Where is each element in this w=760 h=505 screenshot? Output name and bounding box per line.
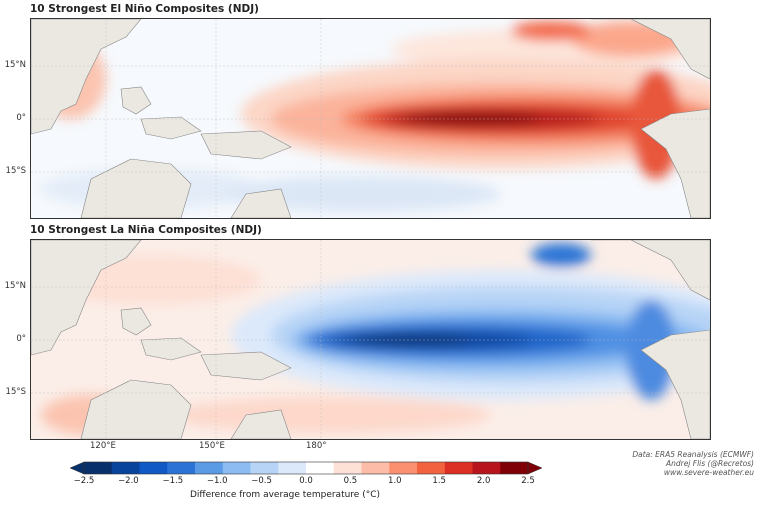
colorbar-cell xyxy=(389,462,418,474)
lat-label-15s: 15°S xyxy=(5,166,26,176)
colorbar-cell xyxy=(139,462,168,474)
lon-label-150e: 150°E xyxy=(199,441,225,451)
lat-label-eq: 0° xyxy=(16,113,26,123)
colorbar-cell xyxy=(361,462,390,474)
lat-label-15n-2: 15°N xyxy=(4,281,26,291)
colorbar-cell xyxy=(500,462,529,474)
colorbar-tick-label: 2.5 xyxy=(521,476,535,486)
colorbar-tick-label: 2.0 xyxy=(476,476,491,486)
colorbar-tick-label: −2.0 xyxy=(118,476,139,486)
colorbar-cell xyxy=(306,462,335,474)
colorbar-cell xyxy=(111,462,140,474)
lon-label-180: 180° xyxy=(306,441,327,451)
colorbar-tick-label: −0.5 xyxy=(251,476,272,486)
colorbar-cell xyxy=(333,462,362,474)
colorbar-arrow-min xyxy=(70,461,85,475)
colorbar-tick-label: 1.0 xyxy=(388,476,402,486)
colorbar-cell xyxy=(195,462,224,474)
colorbar-tick-label: 0.5 xyxy=(343,476,358,486)
colorbar-tick-label: −1.5 xyxy=(162,476,184,486)
la-nina-map xyxy=(30,239,711,440)
el-nino-map xyxy=(30,18,711,219)
la-nina-panel-title: 10 Strongest La Niña Composites (NDJ) xyxy=(30,224,262,236)
lat-label-15s-2: 15°S xyxy=(5,387,26,397)
colorbar-cell xyxy=(250,462,279,474)
colorbar-frame xyxy=(83,461,529,475)
colorbar-cell xyxy=(84,462,113,474)
colorbar-tick-label: −2.5 xyxy=(73,476,95,486)
credit-website: www.severe-weather.eu xyxy=(663,468,754,477)
colorbar xyxy=(70,461,542,475)
colorbar-arrow-max xyxy=(527,461,542,475)
lon-label-120e: 120°E xyxy=(90,441,116,451)
lat-label-eq-2: 0° xyxy=(16,334,26,344)
colorbar-cell xyxy=(167,462,196,474)
lat-label-15n: 15°N xyxy=(4,60,26,70)
colorbar-cell xyxy=(222,462,251,474)
colorbar-cell xyxy=(417,462,446,474)
colorbar-cell xyxy=(472,462,501,474)
colorbar-label: Difference from average temperature (°C) xyxy=(190,490,381,500)
colorbar-cell xyxy=(278,462,307,474)
credit-author: Andrej Flis (@Recretos) xyxy=(665,459,754,468)
colorbar-tick-label: 0.0 xyxy=(299,476,313,486)
colorbar-cell xyxy=(444,462,473,474)
el-nino-panel-title: 10 Strongest El Niño Composites (NDJ) xyxy=(30,3,259,15)
colorbar-tick-label: 1.5 xyxy=(432,476,446,486)
colorbar-tick-label: −1.0 xyxy=(206,476,228,486)
credit-data-source: Data: ERA5 Reanalysis (ECMWF) xyxy=(632,450,754,459)
